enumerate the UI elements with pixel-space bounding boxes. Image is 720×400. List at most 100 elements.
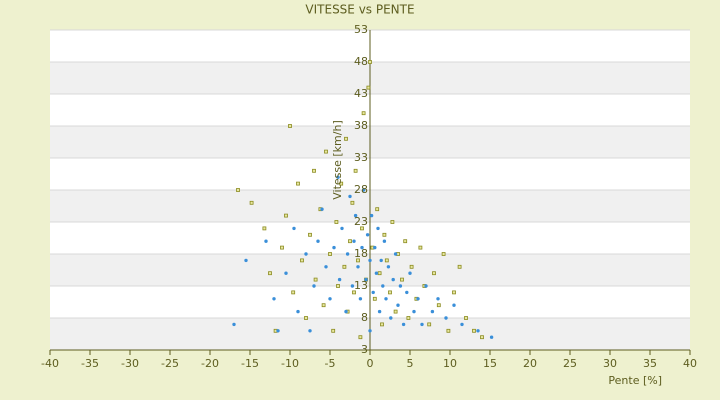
point [441,252,446,256]
point [345,252,350,256]
point [356,265,360,269]
point [371,290,375,295]
point [436,303,441,308]
point [364,277,368,282]
point [336,175,340,179]
point [373,245,377,250]
x-tick-label: -30 [121,357,139,370]
point [369,213,374,218]
point [398,284,403,288]
point [344,136,348,141]
point [356,258,360,263]
point [406,316,411,320]
point [408,271,412,275]
point [331,328,336,333]
point [400,277,404,282]
y-tick-label: 38 [354,119,368,132]
point [427,322,432,327]
x-tick-label: 0 [367,357,374,370]
point [382,232,387,237]
point [324,265,328,269]
x-tick-label: -15 [241,357,259,370]
x-tick-label: 10 [443,357,457,370]
point [249,200,254,205]
point [232,322,236,327]
point [420,322,424,327]
x-tick-label: -40 [41,357,59,370]
point [375,207,380,212]
point [342,264,347,269]
y-tick-label: 28 [354,183,368,196]
point [368,258,372,263]
point [386,265,391,269]
point [393,309,398,314]
point [272,297,276,301]
point [339,181,344,186]
y-tick-label: 53 [354,23,368,36]
point [365,233,370,237]
point [489,335,494,339]
point [316,239,320,243]
x-tick-label: -20 [201,357,219,370]
point [368,60,372,64]
y-tick-label: 3 [361,343,368,356]
point [348,239,352,244]
point [358,335,363,340]
point [432,271,436,276]
point [296,181,300,186]
point [376,226,380,231]
point [412,309,416,314]
x-tick-label: 35 [643,357,657,370]
point [444,316,448,320]
point [389,316,393,320]
point [236,188,240,192]
point [244,258,248,263]
point [374,271,379,275]
x-tick-label: -5 [325,357,336,370]
y-tick-label: 18 [354,247,368,260]
x-tick-label: 15 [483,357,497,370]
y-tick-label: 33 [354,151,368,164]
point [366,85,371,90]
y-tick-label: 13 [354,279,368,292]
point [368,329,372,333]
point [457,264,462,269]
point [361,111,366,116]
point [391,277,395,282]
point [390,220,395,224]
point [262,226,267,231]
point [337,277,342,282]
point [384,258,389,263]
point [324,149,328,154]
x-tick-label: 5 [407,357,414,370]
point [452,303,456,307]
x-tick-label: 30 [603,357,617,370]
point [418,245,423,250]
point [280,245,284,250]
y-tick-label: 43 [354,87,368,100]
point [476,329,480,333]
point [360,226,364,231]
point [379,258,383,263]
point [403,239,408,244]
point [292,226,296,231]
point [276,329,280,333]
point [352,239,356,243]
point [344,309,348,314]
point [358,297,363,301]
x-tick-label: -25 [161,357,179,370]
point [361,188,366,192]
point [308,232,312,237]
x-tick-label: 20 [523,357,537,370]
y-tick-label: 48 [354,55,368,68]
point [405,290,409,295]
point [328,297,332,301]
point [381,284,385,288]
point [430,309,435,314]
y-axis-title: Vitesse [km/h] [331,120,344,200]
point [348,194,352,199]
point [264,239,268,243]
point [396,303,400,307]
point [472,328,476,333]
